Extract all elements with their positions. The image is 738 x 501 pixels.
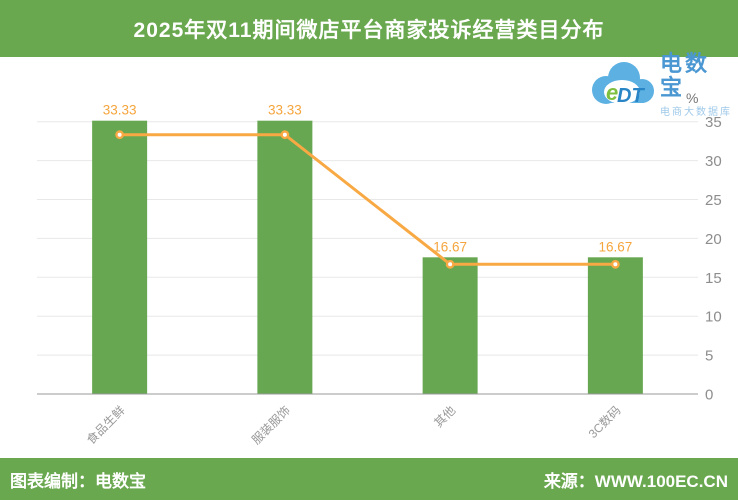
bar [587,257,643,394]
data-label: 16.67 [598,239,632,254]
y-tick-label: 30 [705,153,722,170]
bar [422,257,478,394]
y-tick-label: 15 [705,270,722,287]
x-tick-label: 服装服饰 [249,403,293,447]
footer-credit-label: 图表编制：电数宝 [10,471,146,491]
line-marker [610,259,620,269]
edt-logo: e DT 电数宝 电商大数据库 [584,51,734,118]
y-tick-label: 20 [705,231,722,248]
y-tick-label: 5 [705,348,713,365]
cloud-logo-icon: e DT [584,58,660,112]
x-tick-label: 食品生鲜 [83,403,128,448]
bar [92,120,148,394]
line-marker [280,130,290,140]
x-tick-label: 其他 [431,403,458,430]
header-bar: 2025年双11期间微店平台商家投诉经营类目分布 [0,0,738,57]
svg-text:DT: DT [617,85,645,107]
line-series [119,133,616,266]
svg-text:e: e [606,80,618,105]
data-label: 16.67 [433,239,467,254]
line-marker [115,130,125,140]
y-tick-label: 25 [705,192,722,209]
data-label: 33.33 [103,103,137,118]
footer-bar: 图表编制：电数宝 来源：WWW.100EC.CN [0,458,738,500]
chart-area: 33.33 33.33 16.67 16.67 0 5 10 15 20 25 30 35% 食品生鲜服… [0,57,738,458]
y-tick-label: 0 [705,387,713,404]
x-tick-label: 3C数码 [585,403,623,441]
chart-title: 2025年双11期间微店平台商家投诉经营类目分布 [133,18,605,42]
bar [257,120,313,394]
logo-brand-text: 电数宝 [660,50,711,100]
cloud-shape [592,62,654,104]
logo-subtitle-text: 电商大数据库 [660,107,732,119]
footer-source-label: 来源：WWW.100EC.CN [543,471,728,491]
line-marker [445,259,455,269]
data-label: 33.33 [268,103,302,118]
y-tick-label: 10 [705,309,722,326]
